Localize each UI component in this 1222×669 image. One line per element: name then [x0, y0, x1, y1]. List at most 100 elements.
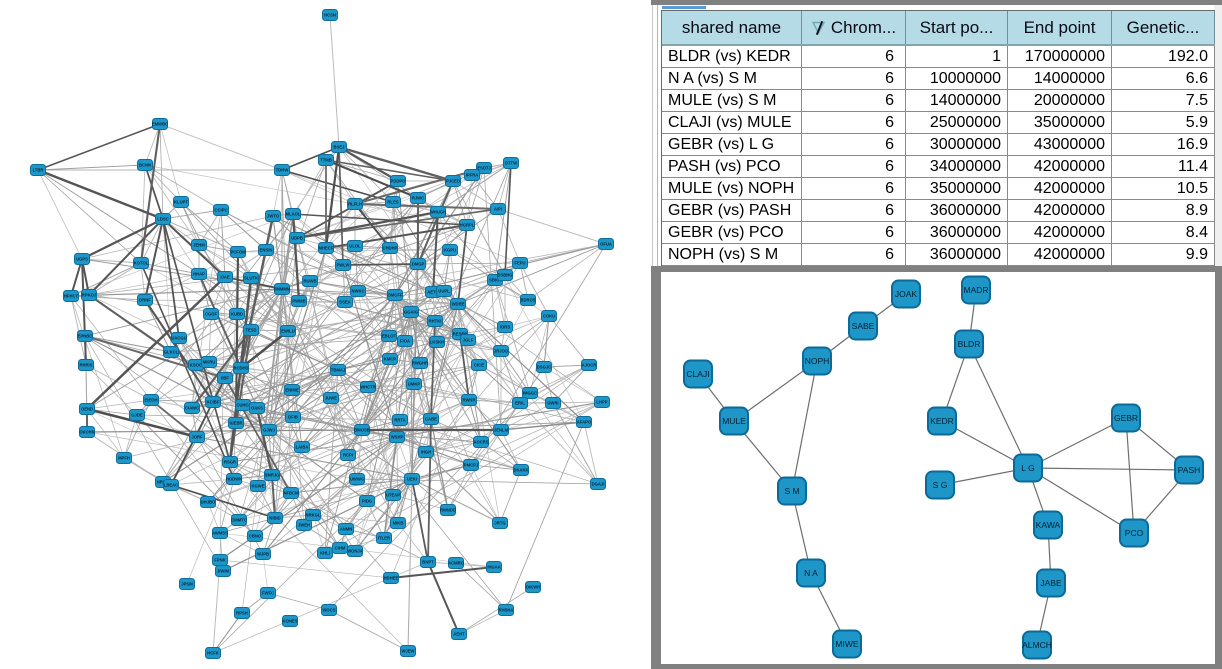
svg-text:FEPU: FEPU	[514, 261, 525, 266]
svg-text:EMWBC: EMWBC	[152, 122, 168, 127]
svg-text:LAIBA: LAIBA	[296, 445, 309, 450]
svg-text:LKSKH: LKSKH	[430, 340, 444, 345]
svg-text:FWFC: FWFC	[262, 591, 274, 596]
svg-text:GJDE: GJDE	[131, 413, 143, 418]
svg-text:AIPI: AIPI	[494, 207, 502, 212]
svg-text:WSHP: WSHP	[391, 435, 404, 440]
svg-text:CABE: CABE	[425, 417, 437, 422]
svg-text:KSOO: KSOO	[190, 363, 203, 368]
svg-text:FPNK: FPNK	[214, 558, 225, 563]
svg-text:GEBR: GEBR	[1114, 413, 1138, 423]
svg-text:IUEBR: IUEBR	[229, 421, 242, 426]
svg-text:ENIME: ENIME	[285, 388, 298, 393]
svg-text:AOCRS: AOCRS	[473, 440, 488, 445]
svg-text:DTTW: DTTW	[505, 161, 517, 166]
svg-text:AETO: AETO	[427, 290, 439, 295]
svg-text:KUBD: KUBD	[231, 312, 243, 317]
svg-text:TDHW: TDHW	[276, 168, 289, 173]
svg-text:HFHCT: HFHCT	[64, 294, 79, 299]
svg-text:JGLF: JGLF	[463, 338, 474, 343]
svg-text:KGWE: KGWE	[251, 484, 264, 489]
svg-text:KMCP: KMCP	[384, 357, 397, 362]
svg-text:SBKR: SBKR	[489, 278, 501, 283]
svg-text:DGAJI: DGAJI	[592, 482, 605, 487]
svg-text:JIWIM: JIWIM	[217, 569, 230, 574]
svg-text:TBMAJ: TBMAJ	[331, 368, 346, 373]
svg-text:WHCTR: WHCTR	[360, 385, 376, 390]
svg-text:UWRI: UWRI	[547, 401, 558, 406]
svg-text:KHLI: KHLI	[320, 551, 330, 556]
svg-text:RLES: RLES	[387, 200, 398, 205]
svg-text:KOTOL: KOTOL	[134, 261, 149, 266]
svg-text:MLAOL: MLAOL	[286, 212, 301, 217]
svg-text:RPSH: RPSH	[236, 611, 248, 616]
svg-text:SMRJG: SMRJG	[265, 473, 280, 478]
svg-text:MULE: MULE	[722, 416, 746, 426]
svg-text:JORF: JORF	[191, 435, 203, 440]
svg-text:S M: S M	[784, 486, 799, 496]
svg-text:JRTG: JRTG	[494, 521, 505, 526]
svg-text:IHGH: IHGH	[421, 450, 431, 455]
svg-text:IORS: IORS	[500, 325, 510, 330]
svg-text:KEDR: KEDR	[930, 416, 954, 426]
svg-text:PMCPJ: PMCPJ	[464, 463, 479, 468]
svg-text:PWMB: PWMB	[292, 299, 305, 304]
svg-text:SMMMM: SMMMM	[274, 287, 291, 292]
svg-text:UEKI: UEKI	[407, 477, 417, 482]
svg-text:CGOF: CGOF	[205, 312, 218, 317]
svg-text:UUPL: UUPL	[438, 289, 450, 294]
svg-text:S G: S G	[933, 480, 948, 490]
svg-text:UDPB: UDPB	[291, 236, 303, 241]
svg-text:CIAWC: CIAWC	[185, 406, 199, 411]
svg-text:PDDPO: PDDPO	[391, 179, 407, 184]
svg-text:CHDHP: CHDHP	[383, 246, 398, 251]
svg-text:DKAKK: DKAKK	[513, 468, 528, 473]
svg-text:RWNDD: RWNDD	[440, 508, 456, 513]
svg-text:KGPU: KGPU	[444, 248, 456, 253]
svg-text:JWTO: JWTO	[267, 214, 280, 219]
svg-text:WONJA: WONJA	[347, 549, 363, 554]
svg-text:AEHT: AEHT	[453, 632, 465, 637]
svg-text:RCPI: RCPI	[343, 453, 353, 458]
svg-text:RWNR: RWNR	[463, 398, 476, 403]
svg-text:BDROS: BDROS	[520, 298, 535, 303]
svg-text:LDSC: LDSC	[157, 217, 168, 222]
svg-text:SABE: SABE	[852, 321, 875, 331]
svg-text:KCIBF: KCIBF	[207, 400, 220, 405]
svg-text:WJPB: WJPB	[257, 552, 269, 557]
svg-text:WHUGH: WHUGH	[430, 210, 446, 215]
svg-text:EWILU: EWILU	[281, 329, 295, 334]
svg-text:OIKWH: OIKWH	[526, 585, 540, 590]
svg-text:CBNO: CBNO	[249, 534, 262, 539]
svg-text:RHRIS: RHRIS	[79, 363, 92, 368]
svg-text:BCNN: BCNN	[139, 163, 151, 168]
svg-text:DSBHG: DSBHG	[497, 273, 512, 278]
svg-text:MIWE: MIWE	[835, 639, 858, 649]
svg-text:LHPP: LHPP	[596, 400, 607, 405]
svg-text:ALMCH: ALMCH	[1022, 640, 1052, 650]
svg-text:NFBCM: NFBCM	[283, 491, 299, 496]
svg-text:DSGJC: DSGJC	[537, 365, 551, 370]
svg-text:UWWG: UWWG	[350, 477, 364, 482]
svg-text:UTEAP: UTEAP	[386, 493, 400, 498]
svg-text:RESER: RESER	[453, 332, 467, 337]
svg-text:RCDHD: RCDHD	[233, 366, 248, 371]
svg-text:MADR: MADR	[963, 285, 988, 295]
svg-text:ACMRO: ACMRO	[448, 561, 465, 566]
svg-text:HCSN: HCSN	[324, 13, 336, 18]
svg-text:CCIPC: CCIPC	[214, 208, 227, 213]
svg-text:UGPS: UGPS	[76, 257, 88, 262]
svg-text:ANMN: ANMN	[340, 527, 353, 532]
svg-text:RHSHA: RHSHA	[499, 608, 514, 613]
svg-text:MPFH: MPFH	[118, 456, 130, 461]
svg-text:CMMTC: CMMTC	[231, 518, 247, 523]
svg-text:IMGGC: IMGGC	[523, 391, 537, 396]
svg-text:KLUPT: KLUPT	[174, 200, 188, 205]
svg-text:DRNF: DRNF	[139, 298, 151, 303]
svg-text:BNPT: BNPT	[422, 560, 434, 565]
svg-text:L G: L G	[1021, 463, 1034, 473]
svg-text:EBLOT: EBLOT	[382, 334, 397, 339]
svg-text:NIBID: NIBID	[269, 516, 280, 521]
svg-text:MIKB: MIKB	[393, 521, 404, 526]
svg-text:AFAPO: AFAPO	[577, 420, 592, 425]
